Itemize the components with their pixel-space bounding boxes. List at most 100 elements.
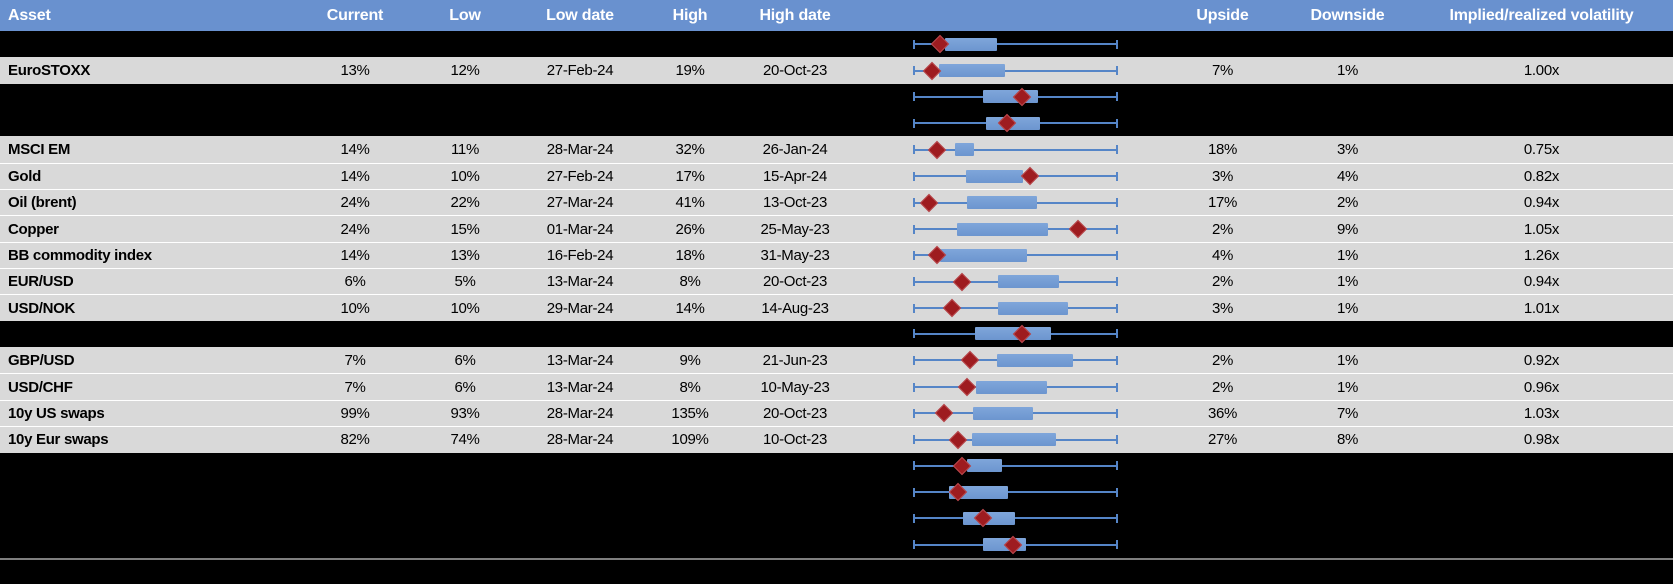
cell-high: 8% bbox=[679, 378, 701, 396]
cell-high: 19% bbox=[675, 62, 705, 80]
cell-downside: 8% bbox=[1336, 431, 1359, 449]
boxplot bbox=[913, 84, 1118, 110]
cell-current: 7% bbox=[344, 351, 366, 369]
header-cell-downside: Downside bbox=[1310, 6, 1385, 24]
whisker-cap-right bbox=[1116, 277, 1118, 287]
boxplot bbox=[913, 532, 1118, 558]
cell-high: 17% bbox=[675, 167, 705, 185]
boxplot bbox=[913, 269, 1118, 294]
cell-upside: 2% bbox=[1211, 220, 1234, 238]
iqr-box bbox=[998, 301, 1068, 315]
cell-high_date: 20-Oct-23 bbox=[763, 404, 827, 422]
iqr-box bbox=[975, 380, 1048, 394]
cell-low: 11% bbox=[450, 141, 479, 159]
current-marker-diamond bbox=[919, 193, 939, 212]
iqr-box bbox=[973, 406, 1033, 420]
boxplot-cell bbox=[860, 243, 1160, 268]
table-row-gbp-usd: GBP/USD 7% 6% 13-Mar-24 9% 21-Jun-23 2% 1% 0.92x bbox=[0, 347, 1673, 374]
cell-upside: 3% bbox=[1211, 299, 1234, 317]
boxplot bbox=[913, 136, 1118, 162]
whisker-line bbox=[913, 69, 1118, 72]
boxplot-cell bbox=[860, 347, 1160, 373]
whisker-cap-left bbox=[913, 250, 915, 260]
cell-current: 14% bbox=[340, 141, 370, 159]
cell-asset: EUR/USD bbox=[8, 273, 74, 291]
whisker-cap-left bbox=[913, 329, 915, 339]
table-row-hidden bbox=[0, 531, 1673, 558]
whisker-cap-right bbox=[1116, 408, 1118, 418]
table-row-hidden bbox=[0, 83, 1673, 111]
cell-asset: USD/NOK bbox=[8, 299, 76, 317]
cell-high: 8% bbox=[679, 273, 701, 291]
table-row-hidden bbox=[0, 505, 1673, 532]
iqr-box bbox=[972, 433, 1057, 447]
iqr-box bbox=[966, 196, 1038, 210]
boxplot bbox=[913, 347, 1118, 373]
cell-asset: EuroSTOXX bbox=[8, 62, 91, 80]
cell-low: 6% bbox=[454, 351, 476, 369]
iqr-box bbox=[944, 37, 998, 51]
boxplot bbox=[913, 453, 1118, 479]
boxplot-cell bbox=[860, 427, 1160, 452]
boxplot bbox=[913, 427, 1118, 452]
cell-high_date: 10-May-23 bbox=[760, 378, 830, 396]
footer-black-band bbox=[0, 559, 1673, 584]
boxplot-cell bbox=[860, 321, 1160, 347]
iqr-box bbox=[966, 169, 1024, 183]
current-marker-diamond bbox=[1020, 167, 1040, 186]
current-marker-diamond bbox=[1068, 219, 1088, 239]
boxplot-cell bbox=[860, 110, 1160, 136]
cell-high: 41% bbox=[675, 194, 705, 212]
whisker-cap-right bbox=[1116, 540, 1118, 550]
cell-implied: 0.96x bbox=[1523, 378, 1560, 396]
cell-low: 15% bbox=[450, 220, 480, 238]
boxplot bbox=[913, 374, 1118, 399]
boxplot-cell bbox=[860, 31, 1160, 57]
whisker-cap-left bbox=[913, 145, 915, 155]
cell-low: 6% bbox=[454, 378, 476, 396]
cell-downside: 3% bbox=[1336, 141, 1359, 159]
cell-high: 26% bbox=[675, 220, 705, 238]
boxplot bbox=[913, 110, 1118, 136]
cell-downside: 1% bbox=[1336, 62, 1359, 80]
whisker-cap-left bbox=[913, 39, 915, 49]
table-row-eur-usd: EUR/USD 6% 5% 13-Mar-24 8% 20-Oct-23 2% 1% 0.94x bbox=[0, 268, 1673, 295]
whisker-cap-right bbox=[1116, 39, 1118, 49]
cell-current: 99% bbox=[340, 404, 370, 422]
iqr-box bbox=[966, 459, 1002, 473]
table-row-gold: Gold 14% 10% 27-Feb-24 17% 15-Apr-24 3% 4% 0.82x bbox=[0, 162, 1673, 190]
cell-low_date: 28-Mar-24 bbox=[546, 431, 614, 449]
cell-upside: 3% bbox=[1211, 167, 1234, 185]
cell-high: 18% bbox=[675, 246, 705, 264]
whisker-cap-right bbox=[1116, 435, 1118, 445]
table-header-row: Asset Current Low Low date High High date Upsi… bbox=[0, 0, 1673, 31]
whisker-cap-right bbox=[1116, 250, 1118, 260]
cell-low: 93% bbox=[450, 404, 480, 422]
current-marker-diamond bbox=[942, 298, 962, 318]
whisker-cap-right bbox=[1116, 92, 1118, 102]
whisker-cap-right bbox=[1116, 513, 1118, 523]
cell-low_date: 13-Mar-24 bbox=[546, 351, 614, 369]
whisker-cap-left bbox=[913, 487, 915, 497]
table-row-hidden bbox=[0, 478, 1673, 506]
cell-high: 135% bbox=[671, 404, 709, 422]
cell-low: 10% bbox=[450, 299, 480, 317]
table-row-usd-nok: USD/NOK 10% 10% 29-Mar-24 14% 14-Aug-23 3% 1% 1.… bbox=[0, 294, 1673, 321]
cell-implied: 0.98x bbox=[1523, 431, 1560, 449]
table-row-eurostoxx: EuroSTOXX 13% 12% 27-Feb-24 19% 20-Oct-23 7% 1%… bbox=[0, 57, 1673, 84]
table-row-10y-us-swaps: 10y US swaps 99% 93% 28-Mar-24 135% 20-Oct-23… bbox=[0, 399, 1673, 427]
cell-high_date: 13-Oct-23 bbox=[763, 194, 827, 212]
boxplot-cell bbox=[860, 505, 1160, 531]
boxplot bbox=[913, 31, 1118, 57]
cell-high_date: 20-Oct-23 bbox=[763, 62, 827, 80]
whisker-cap-right bbox=[1116, 145, 1118, 155]
cell-low_date: 27-Feb-24 bbox=[546, 62, 614, 80]
cell-implied: 1.26x bbox=[1523, 246, 1560, 264]
whisker-line bbox=[913, 517, 1118, 520]
cell-high_date: 14-Aug-23 bbox=[761, 299, 829, 317]
cell-low: 22% bbox=[450, 194, 480, 212]
boxplot-cell bbox=[860, 190, 1160, 215]
cell-implied: 0.75x bbox=[1523, 141, 1560, 159]
whisker-cap-right bbox=[1116, 303, 1118, 313]
